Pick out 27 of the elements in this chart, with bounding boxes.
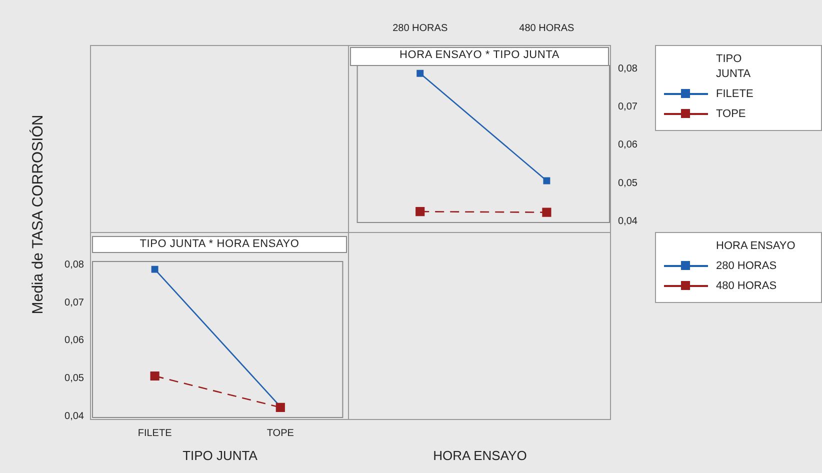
y-tick-label: 0,04 xyxy=(64,410,84,422)
y-axis-title: Media de TASA CORROSIÓN xyxy=(30,114,46,316)
point xyxy=(543,177,550,184)
y-tick-label: 0,05 xyxy=(618,178,638,189)
x-axis-title: TIPO JUNTA xyxy=(182,448,258,463)
x-axis-title: HORA ENSAYO xyxy=(432,448,528,463)
y-tick-label: 0,04 xyxy=(618,216,638,227)
y-tick-label: 0,07 xyxy=(618,102,638,113)
point xyxy=(416,70,424,77)
point xyxy=(151,266,158,273)
legend-label: TOPE xyxy=(716,108,746,120)
y-tick-label: 0,08 xyxy=(64,260,84,271)
point xyxy=(416,207,425,216)
y-tick-label: 0,07 xyxy=(64,297,84,308)
legend-title: HORA ENSAYO xyxy=(716,239,796,254)
y-tick-label: 0,06 xyxy=(618,140,638,151)
chart-title: HORA ENSAYO * TIPO JUNTA xyxy=(350,47,609,66)
chart-title: TIPO JUNTA * HORA ENSAYO xyxy=(92,236,347,253)
y-tick-label: 0,06 xyxy=(64,335,84,346)
legend-label: FILETE xyxy=(716,88,754,100)
y-tick-label: 0,05 xyxy=(64,373,84,384)
legend-label: 280 HORAS xyxy=(716,260,777,272)
legend-label: 480 HORAS xyxy=(716,280,777,292)
point xyxy=(150,371,160,381)
legend-title: TIPO JUNTA xyxy=(716,52,752,82)
point xyxy=(542,208,552,217)
y-tick-label: 0,08 xyxy=(618,64,638,75)
